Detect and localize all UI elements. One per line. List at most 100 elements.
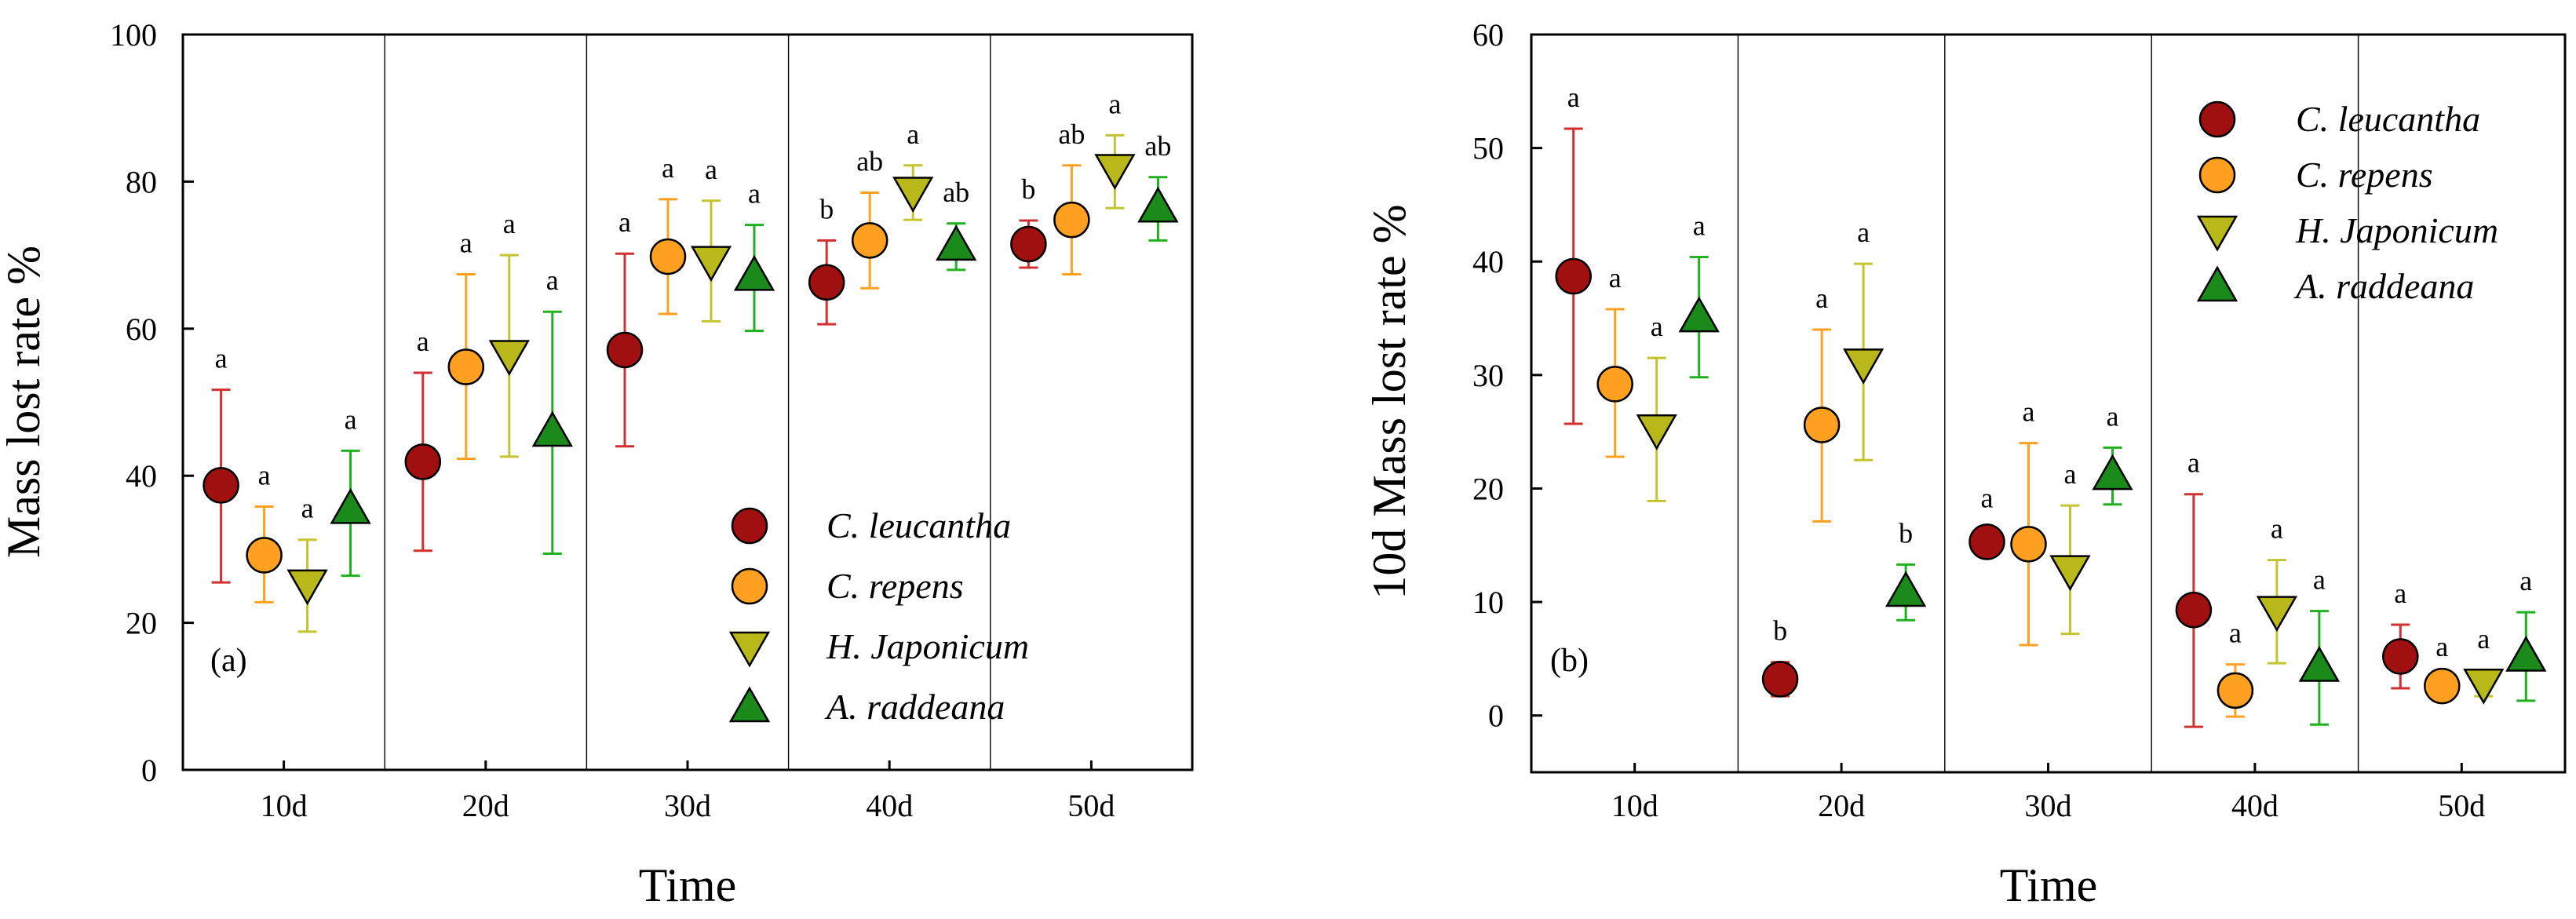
legend-label: C. repens [826, 566, 964, 606]
y-tick-label: 0 [141, 753, 157, 788]
legend-label: A. raddeana [2293, 266, 2474, 306]
legend-marker [731, 567, 768, 605]
panel-label: (b) [1550, 643, 1589, 679]
x-tick-label: 30d [2025, 788, 2072, 823]
y-tick-label: 30 [1472, 358, 1504, 393]
data-point [936, 224, 977, 261]
significance-label: a [258, 460, 271, 491]
significance-label: a [2436, 631, 2448, 662]
data-point [2298, 645, 2341, 682]
data-point [1803, 407, 1841, 443]
significance-label: ab [856, 145, 883, 177]
significance-label: b [1021, 173, 1035, 205]
significance-label: a [1567, 82, 1580, 113]
data-point [1761, 661, 1799, 698]
y-tick-label: 100 [110, 17, 157, 53]
data-point [2382, 638, 2419, 675]
data-point [531, 410, 573, 447]
data-point [649, 238, 687, 275]
data-point [286, 569, 328, 606]
data-point [1842, 348, 1885, 385]
data-point [2424, 667, 2461, 705]
y-tick-label: 20 [1472, 471, 1504, 506]
data-point [1678, 296, 1720, 333]
significance-label: a [2394, 578, 2406, 609]
significance-label: a [2271, 513, 2283, 545]
x-tick-label: 50d [2438, 788, 2485, 823]
data-point [203, 467, 239, 504]
data-point [2256, 596, 2298, 633]
significance-label: a [546, 264, 559, 296]
data-point [606, 331, 644, 369]
significance-label: a [662, 152, 674, 184]
significance-label: a [2187, 447, 2200, 479]
y-axis-title: Mass lost rate % [0, 246, 49, 558]
significance-label: ab [1144, 130, 1171, 162]
legend-marker [731, 507, 768, 545]
significance-label: a [618, 206, 631, 238]
legend-label: C. leucantha [826, 505, 1011, 545]
data-point [2505, 635, 2547, 672]
data-point [1596, 366, 1633, 403]
legend: C. leucantha C. repens H. Japonicum A. radd… [2196, 99, 2498, 306]
y-tick-label: 0 [1488, 698, 1504, 734]
significance-label: a [345, 403, 357, 435]
significance-label: a [1815, 283, 1828, 314]
significance-label: b [1899, 517, 1913, 549]
x-tick-label: 10d [1611, 788, 1658, 823]
significance-label: a [1651, 311, 1663, 342]
significance-label: a [748, 178, 761, 210]
data-point [2463, 668, 2505, 705]
significance-label: a [2064, 458, 2077, 490]
x-tick-label: 50d [1067, 788, 1115, 823]
data-point [246, 537, 283, 574]
legend-label: C. repens [2296, 155, 2433, 195]
data-point [733, 254, 775, 291]
significance-label: a [907, 119, 919, 150]
x-tick-label: 20d [1818, 788, 1865, 823]
significance-label: a [460, 227, 473, 258]
data-point [808, 264, 845, 301]
y-tick-label: 40 [126, 458, 157, 494]
y-tick-label: 40 [1472, 244, 1504, 279]
data-point [1137, 186, 1179, 223]
data-point [690, 246, 732, 283]
data-point [330, 487, 371, 524]
legend-marker [2196, 215, 2238, 252]
significance-label: a [503, 208, 516, 239]
data-point [447, 348, 485, 385]
significance-label: a [2477, 623, 2490, 655]
significance-label: a [2229, 618, 2242, 649]
legend-marker [728, 631, 771, 668]
x-tick-label: 40d [866, 788, 913, 823]
y-tick-label: 60 [126, 312, 157, 347]
significance-label: b [819, 193, 834, 224]
data-point [1555, 257, 1592, 295]
data-point [488, 340, 530, 377]
significance-label: a [1609, 262, 1622, 294]
legend: C. leucantha C. repens H. Japonicum A. radd… [728, 505, 1029, 727]
legend-label: C. leucantha [2296, 99, 2480, 139]
significance-label: a [1108, 88, 1121, 119]
data-point [404, 443, 442, 480]
significance-label: a [2023, 396, 2035, 428]
x-axis-title: Time [2000, 859, 2098, 911]
significance-label: a [215, 343, 228, 374]
significance-label: ab [1058, 119, 1085, 150]
data-point [851, 222, 888, 259]
data-point [1885, 571, 1927, 607]
significance-label: a [1693, 210, 1706, 241]
significance-label: a [2313, 564, 2326, 596]
significance-label: a [705, 154, 717, 185]
data-point [1010, 225, 1047, 263]
panel-b-chart: 0 10 20 30 40 50 60 10d 20d 30d 40d 50d 10d Mass los… [1363, 17, 2567, 911]
data-point [1636, 414, 1677, 450]
x-tick-label: 30d [664, 788, 711, 823]
